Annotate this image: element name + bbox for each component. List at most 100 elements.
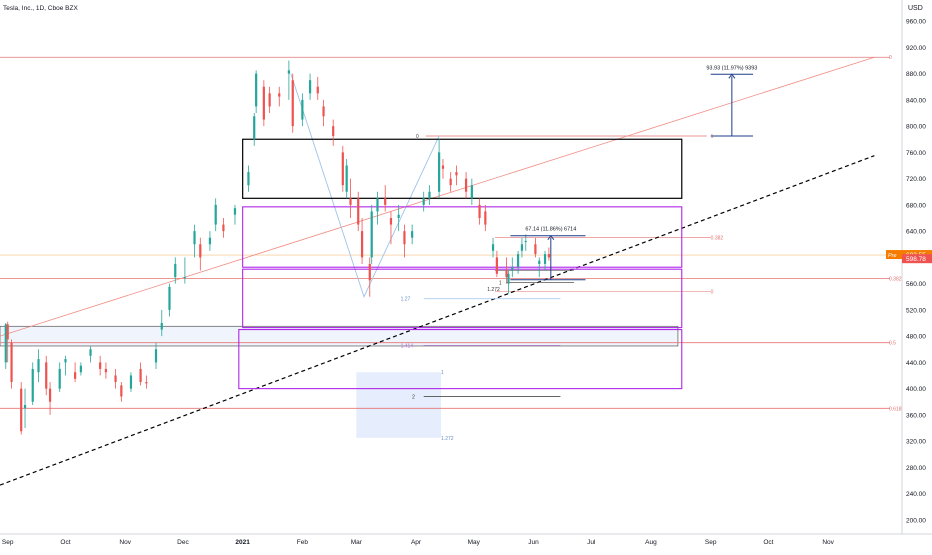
pre-price-tag-prefix: Pre [888,253,897,259]
candle-body [357,198,360,225]
time-tick-label: May [468,539,481,546]
candle-body [268,93,271,107]
candle [397,204,400,232]
candle-body [4,324,7,363]
purple-zone-3 [238,329,683,390]
candle-body [287,70,290,74]
candle-body [104,368,108,373]
candle [428,185,431,205]
price-tick-label: 280.00 [906,465,926,472]
candle [491,237,495,258]
currency-label: USD [908,5,923,12]
candle [511,257,514,278]
candle [376,191,379,225]
candle-body [384,198,387,205]
candle [129,372,133,392]
candle [516,250,520,274]
candle [10,339,13,389]
candle-body [6,324,9,340]
candle [58,362,61,392]
price-tick-label: 840.00 [906,97,926,104]
extension-label: 1 [499,280,502,286]
time-tick-label: Oct [60,539,70,546]
candle-body [520,244,524,251]
candle-body [253,116,256,140]
candle [357,191,360,232]
candle [345,158,348,199]
candle-body [464,178,468,192]
candle [291,73,294,133]
price-tick-label: 880.00 [906,71,926,78]
time-tick-label: Mar [351,539,363,546]
candle [341,145,344,192]
candle-body [193,231,196,245]
candle-body [214,204,217,225]
candle-body [79,365,82,373]
candle [301,93,304,127]
candle [332,119,335,146]
candle [37,349,40,383]
candle-body [411,231,414,238]
candle [360,218,364,264]
candle [543,250,547,271]
candle [495,250,498,278]
candle [268,86,271,113]
candle-body [516,254,520,268]
fib-level-label: 0 [416,134,419,140]
price-tick-label: 760.00 [906,150,926,157]
candle [199,237,202,271]
fib-level-label: 0.5 [889,341,896,347]
price-tick-label: 240.00 [906,491,926,498]
candle [368,257,371,297]
fib-level-label: 0 [889,55,892,61]
candle [464,172,468,199]
candle-body [74,372,77,379]
candle [403,224,406,258]
candle [316,76,319,100]
candle [154,342,158,369]
price-tick-label: 560.00 [906,281,926,288]
time-tick-label: Jun [528,539,539,546]
price-tick-label: 200.00 [906,517,926,524]
candle-body [368,263,371,281]
measure-arrowhead [547,234,555,241]
candle [322,99,325,127]
candle-body [389,218,393,225]
candle [478,198,481,225]
candle-body [397,214,400,218]
candle-body [48,388,52,402]
time-tick-label: Nov [119,539,131,546]
candle-body [37,359,40,373]
candle-body [291,80,294,127]
candle-body [89,349,92,356]
fib-level-label: 1 [711,134,714,140]
candle-body [222,224,225,232]
candle [308,73,312,100]
candle-body [547,254,550,258]
candle-body [349,198,352,205]
candle [160,309,163,337]
candle-body [233,208,237,215]
candle [64,355,67,376]
time-tick-label: Aug [645,539,657,546]
candle-body [495,257,498,274]
time-tick-label: Sep [705,539,717,546]
candle-body [478,204,481,218]
candle [255,70,258,113]
candle-body [23,405,27,409]
candle [4,323,7,369]
price-tick-label: 640.00 [906,229,926,236]
candle [104,362,108,379]
extension-label: 1 [441,370,444,376]
candle [247,165,250,192]
candle-body [455,172,458,176]
candle [208,231,212,251]
candle [222,218,225,238]
candle-body [20,388,23,432]
extension-label: 1.27 [401,297,411,303]
candle-body [308,80,312,94]
purple-zone-2 [242,268,683,329]
candle-body [316,86,319,94]
candle [411,224,414,245]
